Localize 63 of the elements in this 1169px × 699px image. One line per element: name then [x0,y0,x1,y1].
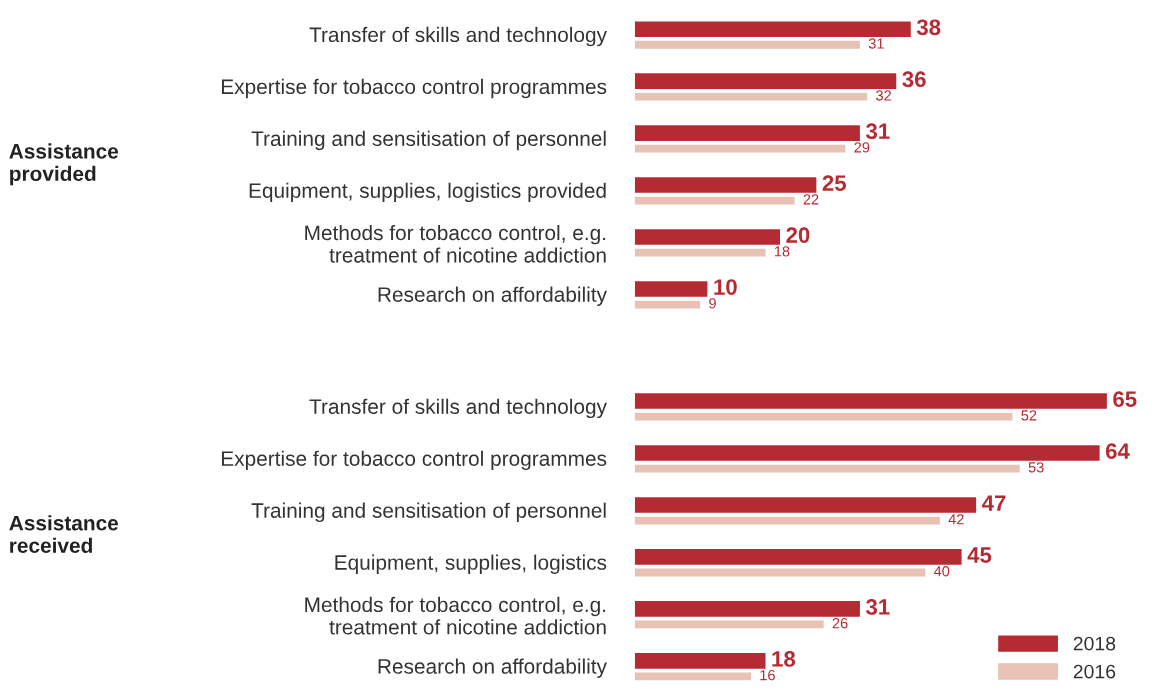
bar [634,196,795,205]
y-axis-title: Assistance provided [9,143,119,186]
bar [634,620,824,629]
data-label: 32 [876,90,892,101]
y-tick-label: Expertise for tobacco control programmes [221,78,607,99]
data-label: 36 [902,71,926,88]
bar [634,653,766,669]
y-tick-label: Methods for tobacco control, e.g. treatment of nicotine addiction [305,224,606,263]
bar [634,464,1020,473]
data-label: 31 [865,599,890,615]
bar [634,601,860,617]
y-tick-label: Equipment, supplies, logistics provided [249,182,606,203]
legend-label: 2018 [1073,636,1116,651]
y-tick-label: Training and sensitisation of personnel [251,130,606,151]
bar [634,497,977,513]
bar [634,21,911,37]
data-label: 22 [803,194,819,205]
y-tick-label: Transfer of skills and technology [309,26,607,47]
data-label: 52 [1021,410,1037,421]
y-tick-label: Equipment, supplies, logistics [335,554,607,574]
y-tick-label: Research on affordability [378,658,607,678]
bar [634,144,846,153]
bar [634,177,817,193]
bar [634,412,1013,421]
bar [634,73,897,89]
data-label: 38 [916,19,941,36]
bar [634,248,766,257]
bar [634,281,708,297]
data-label: 40 [933,566,950,577]
data-label: 31 [865,123,890,140]
y-tick-label: Research on affordability [378,286,607,307]
legend-label: 2016 [1073,664,1116,679]
data-label: 16 [760,670,775,681]
data-label: 26 [832,618,848,629]
data-label: 53 [1028,462,1044,473]
data-label: 18 [774,246,790,257]
data-label: 45 [967,547,992,563]
y-tick-label: Transfer of skills and technology [309,398,607,419]
data-label: 31 [868,38,884,49]
bar [634,516,940,525]
bar [634,92,868,101]
data-label: 9 [709,298,716,309]
bar [634,549,962,565]
data-label: 25 [822,175,846,192]
data-label: 18 [772,651,796,667]
y-tick-label: Training and sensitisation of personnel [251,502,606,523]
data-label: 47 [982,495,1006,511]
data-label: 20 [786,227,810,243]
bar [634,672,751,681]
y-tick-label: Expertise for tobacco control programmes [221,450,607,471]
data-label: 64 [1105,443,1130,459]
bar [634,568,926,577]
bar [634,229,781,245]
y-tick-label: Methods for tobacco control, e.g. treatment of nicotine addiction [305,596,606,635]
bar [634,40,860,49]
bar [634,445,1100,461]
bar [634,125,860,141]
y-axis-title: Assistance received [9,515,119,553]
data-label: 29 [854,142,870,153]
data-label: 65 [1113,391,1137,407]
bar [634,393,1107,409]
data-label: 10 [714,279,737,295]
data-label: 42 [948,514,964,525]
